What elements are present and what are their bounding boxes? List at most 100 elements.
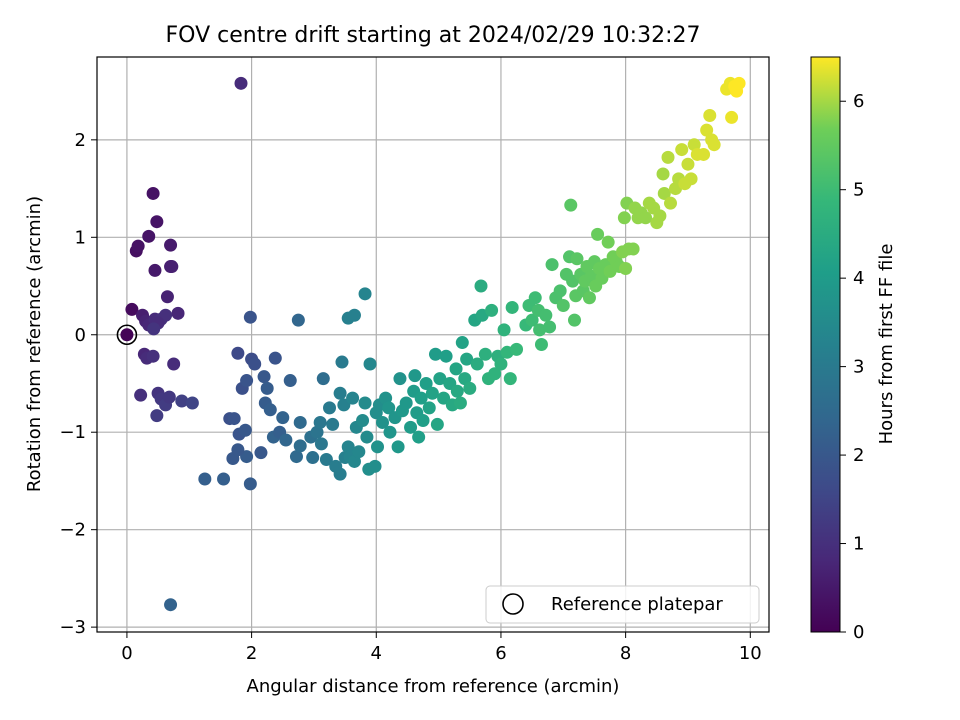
colorbar-tick-label: 1 [853, 534, 864, 555]
scatter-point [453, 396, 467, 410]
scatter-point [279, 433, 293, 447]
scatter-point [437, 391, 451, 405]
scatter-point [120, 328, 134, 342]
scatter-point [700, 123, 714, 137]
scatter-point [146, 349, 160, 363]
x-axis-ticks: 0 2 4 6 8 10 [121, 632, 762, 664]
scatter-point [488, 367, 502, 381]
scatter-point [333, 467, 347, 481]
plot-frame [96, 56, 770, 633]
scatter-point [240, 450, 254, 464]
scatter-point [150, 409, 164, 423]
scatter-point [371, 440, 385, 454]
scatter-point [675, 143, 689, 157]
scatter-point [425, 386, 439, 400]
scatter-point [657, 186, 671, 200]
scatter-point [382, 401, 396, 415]
scatter-point [416, 414, 430, 428]
scatter-point [428, 347, 442, 361]
scatter-point [408, 369, 422, 383]
scatter-point [314, 437, 328, 451]
scatter-point [463, 381, 477, 395]
scatter-point [131, 239, 145, 253]
scatter-point [171, 306, 185, 320]
scatter-point [376, 415, 390, 429]
scatter-point [134, 388, 148, 402]
x-tick-label: 2 [246, 643, 257, 664]
scatter-point [335, 355, 349, 369]
scatter-point [470, 357, 484, 371]
scatter-point [533, 323, 547, 337]
scatter-point [584, 269, 598, 283]
scatter-point [337, 398, 351, 412]
scatter-point [568, 313, 582, 327]
scatter-point [458, 372, 472, 386]
scatter-point [460, 352, 474, 366]
scatter-point [545, 258, 559, 272]
scatter-point [347, 308, 361, 322]
scatter-point [185, 396, 199, 410]
scatter-point [240, 374, 254, 388]
scatter-point [358, 287, 372, 301]
scatter-point [293, 439, 307, 453]
scatter-point [217, 472, 231, 486]
scatter-point [510, 342, 524, 356]
scatter-point [707, 138, 721, 152]
scatter-point [539, 308, 553, 322]
scatter-point [248, 357, 262, 371]
scatter-point [414, 391, 428, 405]
grid [97, 57, 769, 632]
scatter-point [505, 300, 519, 314]
scatter-point [160, 290, 174, 304]
scatter-point [306, 451, 320, 465]
scatter-point [291, 313, 305, 327]
scatter-point [419, 376, 433, 390]
x-tick-label: 10 [739, 643, 762, 664]
scatter-point [198, 472, 212, 486]
scatter-point [570, 252, 584, 266]
scatter-point [564, 198, 578, 212]
scatter-point [234, 76, 248, 90]
legend-marker-reference [502, 593, 524, 615]
scatter-point [227, 412, 241, 426]
reference-platepar-marker [116, 324, 138, 346]
scatter-point [399, 396, 413, 410]
scatter-point [601, 235, 615, 249]
scatter-point [681, 157, 695, 171]
x-tick-label: 0 [121, 643, 132, 664]
scatter-point [333, 386, 347, 400]
scatter-point [148, 263, 162, 277]
scatter-point [725, 110, 739, 124]
y-tick-label: 0 [75, 325, 86, 346]
scatter-point [341, 440, 355, 454]
scatter-point [164, 598, 178, 612]
scatter-point [162, 390, 176, 404]
scatter-point [591, 227, 605, 241]
scatter-point [268, 351, 282, 365]
scatter-point [363, 357, 377, 371]
scatter-point [553, 284, 567, 298]
scatter-point [534, 338, 548, 351]
scatter-point [164, 238, 178, 252]
colorbar-label: Hours from first FF file [876, 244, 897, 445]
scatter-point [528, 291, 542, 305]
y-tick-label: −3 [59, 617, 86, 638]
scatter-point [656, 167, 670, 181]
scatter-point [316, 372, 330, 386]
scatter-point [639, 211, 653, 225]
scatter-point [422, 401, 436, 415]
y-tick-label: 2 [75, 130, 86, 151]
scatter-point [147, 322, 161, 336]
scatter-point [289, 450, 303, 464]
scatter-point [732, 76, 746, 90]
y-axis-ticks: −3 −2 −1 0 1 2 [59, 130, 97, 638]
scatter-point [543, 320, 557, 334]
scatter-point [439, 349, 453, 363]
scatter-point [703, 108, 717, 122]
scatter-point [368, 459, 382, 473]
colorbar-tick-label: 5 [853, 180, 864, 201]
scatter-point [503, 372, 517, 386]
scatter-point [356, 414, 370, 428]
scatter-point [352, 445, 366, 459]
